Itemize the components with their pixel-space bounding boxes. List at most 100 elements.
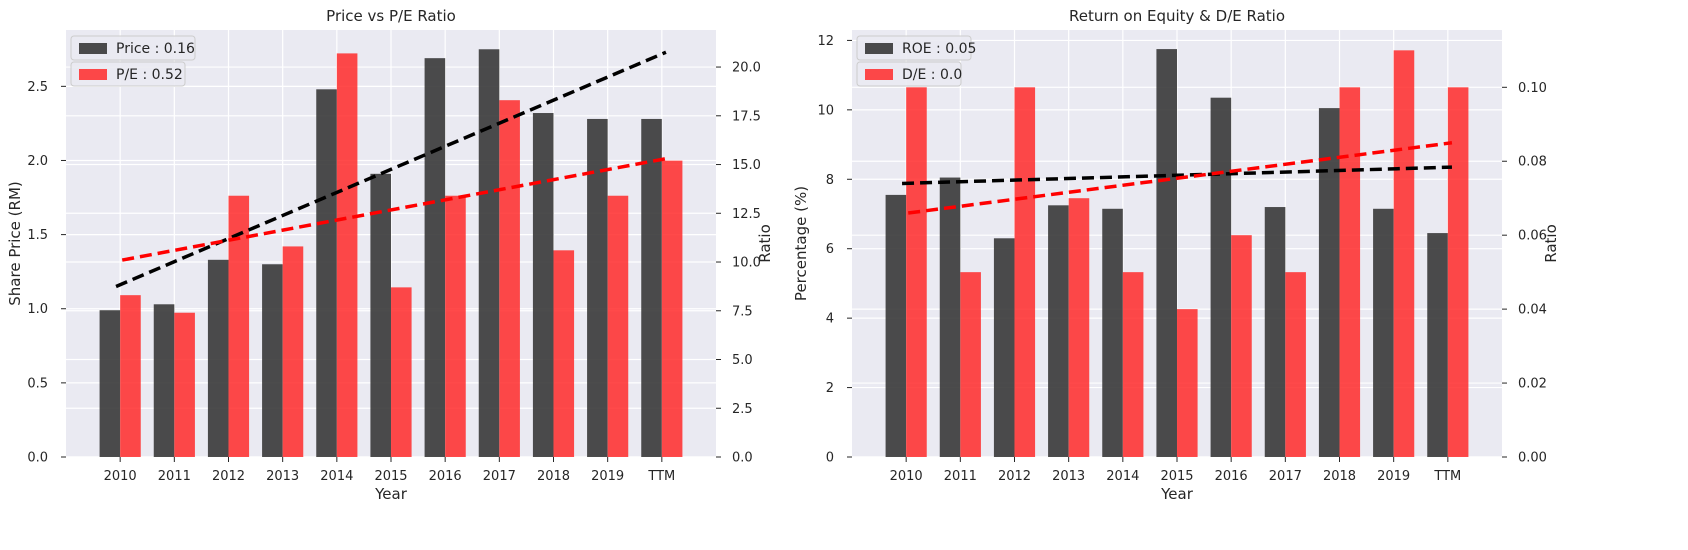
bar-secondary-2016 bbox=[1231, 235, 1252, 457]
bar-secondary-2013 bbox=[282, 246, 304, 457]
chart-2: 0 2 4 6 8 10 12 0.00 0.02 0.04 0.06 0.08 0.10 2010 201… bbox=[792, 7, 1560, 503]
bar-primary-2012 bbox=[207, 259, 229, 457]
xtick-label: 2012 bbox=[998, 469, 1031, 484]
ytick-left-label: 2 bbox=[826, 381, 834, 396]
bar-secondary-2010 bbox=[120, 295, 141, 457]
bar-primary-2010 bbox=[885, 194, 907, 457]
bar-secondary-2012 bbox=[1014, 87, 1036, 457]
xtick-label: 2010 bbox=[890, 469, 923, 484]
bar-primary-2012 bbox=[993, 238, 1015, 457]
ytick-right-label: 0.06 bbox=[1518, 229, 1547, 244]
bar-primary-2011 bbox=[153, 304, 175, 457]
trend-line-primary bbox=[115, 50, 667, 289]
bar-primary-2011 bbox=[939, 177, 961, 457]
bar-secondary-2018 bbox=[553, 250, 575, 457]
bar-secondary-2014 bbox=[336, 53, 358, 458]
xtick-label: 2017 bbox=[483, 469, 516, 484]
ytick-right-label: 17.5 bbox=[732, 109, 761, 124]
bar-secondary-TTM bbox=[661, 160, 683, 457]
bar-secondary-2015 bbox=[1177, 309, 1198, 457]
bar-secondary-2017 bbox=[499, 100, 520, 458]
bar-secondary-2011 bbox=[174, 312, 195, 457]
xtick-label: 2013 bbox=[266, 469, 299, 484]
ytick-left-label: 6 bbox=[826, 242, 834, 257]
x-axis-label: Year bbox=[374, 485, 408, 503]
y-axis-label-right: Ratio bbox=[756, 224, 774, 263]
xtick-label: 2018 bbox=[1323, 469, 1356, 484]
bar-primary-2014 bbox=[1102, 208, 1123, 457]
trend-line-secondary bbox=[121, 156, 667, 262]
xtick-label: 2011 bbox=[158, 469, 191, 484]
bar-primary-2019 bbox=[587, 118, 608, 457]
legend-label: D/E : 0.0 bbox=[902, 67, 962, 83]
bar-primary-TTM bbox=[1427, 233, 1448, 457]
xtick-label: 2016 bbox=[1215, 469, 1248, 484]
xtick-label: 2011 bbox=[944, 469, 977, 484]
bar-primary-2015 bbox=[370, 173, 391, 457]
bar-secondary-TTM bbox=[1447, 87, 1469, 457]
bar-secondary-2018 bbox=[1339, 87, 1361, 457]
bar-secondary-2012 bbox=[228, 195, 250, 457]
xtick-label: 2013 bbox=[1052, 469, 1085, 484]
ytick-right-label: 5.0 bbox=[732, 353, 753, 368]
bar-primary-2014 bbox=[316, 89, 337, 458]
ytick-right-label: 0.04 bbox=[1518, 303, 1547, 318]
bar-secondary-2011 bbox=[960, 272, 981, 457]
bar-secondary-2019 bbox=[1393, 50, 1415, 457]
xtick-label: TTM bbox=[1433, 469, 1461, 484]
bar-primary-2015 bbox=[1156, 49, 1177, 457]
bar-secondary-2017 bbox=[1285, 272, 1306, 457]
xtick-label: 2019 bbox=[1377, 469, 1410, 484]
y-axis-label-left: Share Price (RM) bbox=[6, 181, 24, 305]
trend-line-secondary bbox=[908, 141, 1453, 215]
ytick-right-label: 2.5 bbox=[732, 402, 753, 417]
ytick-right-label: 15.0 bbox=[732, 158, 761, 173]
chart-title: Return on Equity & D/E Ratio bbox=[1069, 7, 1285, 25]
legend-swatch bbox=[79, 43, 107, 54]
xtick-label: 2014 bbox=[1106, 469, 1139, 484]
chart-1: 0.0 0.5 1.0 1.5 2.0 2.5 0.0 2.5 5.0 7.5 10.0 12.5 15… bbox=[6, 7, 774, 503]
xtick-label: 2015 bbox=[374, 469, 407, 484]
ytick-left-label: 10 bbox=[817, 103, 834, 118]
legend-label: Price : 0.16 bbox=[116, 41, 195, 57]
bar-secondary-2019 bbox=[607, 195, 629, 457]
xtick-label: TTM bbox=[647, 469, 675, 484]
ytick-left-label: 12 bbox=[817, 34, 834, 49]
chart-title: Price vs P/E Ratio bbox=[326, 7, 456, 25]
bar-secondary-2015 bbox=[391, 287, 412, 457]
xtick-label: 2018 bbox=[537, 469, 570, 484]
legend-swatch bbox=[865, 69, 893, 80]
ytick-left-label: 8 bbox=[826, 173, 834, 188]
xtick-label: 2012 bbox=[212, 469, 245, 484]
xtick-label: 2014 bbox=[320, 469, 353, 484]
ytick-left-label: 0.0 bbox=[27, 451, 48, 466]
legend-swatch bbox=[79, 69, 107, 80]
bar-secondary-2016 bbox=[445, 195, 466, 457]
ytick-right-label: 0.00 bbox=[1518, 451, 1547, 466]
legend-label: P/E : 0.52 bbox=[116, 67, 183, 83]
ytick-right-label: 0.08 bbox=[1518, 155, 1547, 170]
ytick-right-label: 10.0 bbox=[732, 256, 761, 271]
y-axis-label-right: Ratio bbox=[1542, 224, 1560, 263]
ytick-left-label: 1.5 bbox=[27, 228, 48, 243]
xtick-label: 2017 bbox=[1269, 469, 1302, 484]
bar-primary-2018 bbox=[532, 113, 554, 458]
y-axis-label-left: Percentage (%) bbox=[792, 186, 810, 301]
bar-primary-2019 bbox=[1373, 208, 1394, 457]
bar-primary-2018 bbox=[1318, 108, 1340, 458]
bar-primary-2017 bbox=[478, 49, 500, 458]
ytick-left-label: 0 bbox=[826, 451, 834, 466]
bar-secondary-2014 bbox=[1122, 272, 1144, 457]
bar-primary-2016 bbox=[424, 58, 446, 458]
xtick-label: 2019 bbox=[591, 469, 624, 484]
bar-secondary-2010 bbox=[906, 87, 927, 457]
ytick-left-label: 2.5 bbox=[27, 80, 48, 95]
ytick-right-label: 12.5 bbox=[732, 207, 761, 222]
bar-primary-2016 bbox=[1210, 97, 1232, 457]
bar-primary-2013 bbox=[1048, 205, 1069, 457]
xtick-label: 2010 bbox=[104, 469, 137, 484]
ytick-right-label: 7.5 bbox=[732, 304, 753, 319]
ytick-right-label: 20.0 bbox=[732, 61, 761, 76]
ytick-left-label: 1.0 bbox=[27, 302, 48, 317]
